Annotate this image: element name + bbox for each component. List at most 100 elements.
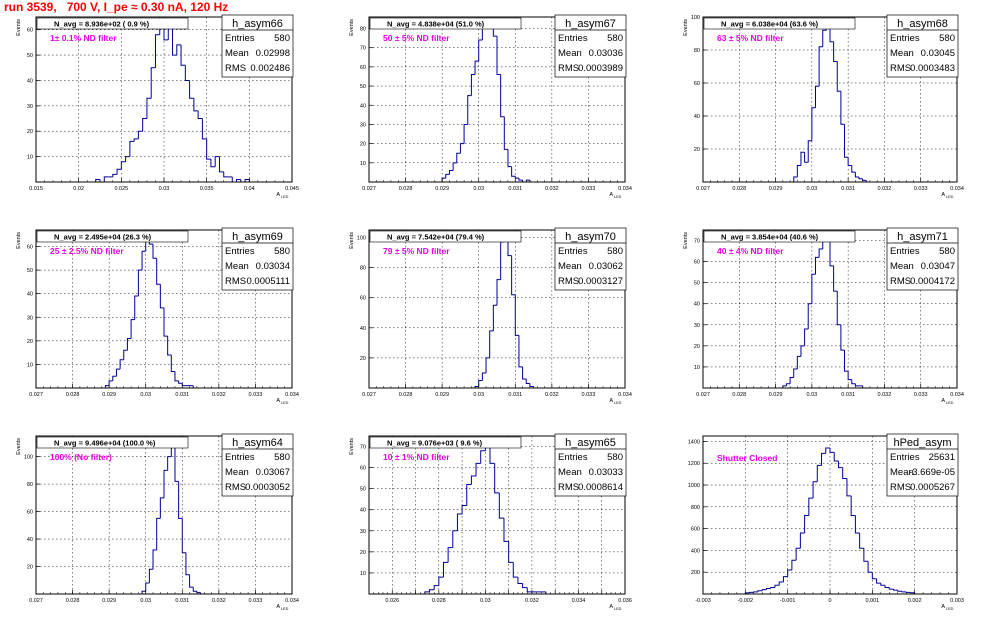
histogram-bin [844, 350, 849, 372]
x-axis-title-subscript: LED [281, 401, 289, 405]
histogram-bin [851, 379, 856, 385]
x-tick-label: 0.02 [73, 186, 84, 192]
x-tick-label: 0.032 [212, 392, 226, 398]
histogram-bin [141, 590, 146, 594]
y-tick-label: 30 [360, 529, 366, 535]
histogram-bin [167, 456, 172, 471]
stats-entries-label: Entries [225, 33, 255, 44]
y-tick-label: 10 [694, 365, 700, 371]
histogram-bin [517, 577, 523, 584]
x-tick-label: 0.034 [618, 392, 632, 398]
x-tick-label: 0.002 [908, 598, 922, 604]
navg-box: N_avg = 3.854e+04 (40.6 %) [703, 230, 856, 243]
histogram-bin [120, 161, 126, 170]
navg-box-frame [703, 230, 856, 243]
y-tick-label: 60 [360, 466, 366, 472]
x-tick-label: 0.026 [385, 598, 399, 604]
y-tick-label: 50 [694, 281, 700, 287]
y-tick-label: 30 [360, 122, 366, 128]
histogram-name: h_asym69 [232, 231, 283, 243]
histogram-bin [475, 462, 481, 477]
navg-text: N_avg = 3.854e+04 (40.6 %) [721, 233, 819, 242]
plot-frame [35, 435, 293, 595]
x-tick-label: 0.03 [480, 598, 491, 604]
y-tick-label: 1200 [688, 461, 700, 467]
histogram-bin [804, 515, 809, 533]
y-axis-title: Events [683, 19, 689, 36]
histogram-bin [867, 561, 873, 573]
x-axis-title-subscript: LED [281, 607, 289, 611]
x-tick-label: 0.032 [878, 392, 892, 398]
histogram-panel-h_asym67: 0.027 0.028 0.029 0.03 0.031 0.032 0.033 0.034 1… [349, 14, 632, 199]
histogram-bin [854, 515, 860, 534]
histogram-bin [456, 513, 463, 531]
histogram-name: h_asym70 [565, 231, 616, 243]
filter-annotation: 100% (No filter) [50, 452, 112, 462]
stats-entries-label: Entries [558, 452, 588, 463]
stats-mean-label: Mean [558, 48, 582, 59]
plot-frame [702, 229, 958, 389]
histogram-bin [481, 372, 487, 381]
histogram-bin [766, 588, 771, 590]
histogram-bin [847, 371, 852, 381]
y-tick-label: 100 [24, 455, 33, 461]
stats-box-frame [221, 14, 294, 78]
histogram-bin [858, 177, 863, 180]
x-axis-title-subscript: LED [281, 195, 289, 199]
stats-entries-label: Entries [890, 452, 920, 463]
histogram-bin [172, 24, 177, 56]
stats-box: h_asym66 Entries 580 Mean 0.02998 RMS 0.002486 [221, 14, 294, 78]
histogram-bin [796, 165, 801, 178]
y-tick-label: 40 [694, 302, 700, 308]
y-tick-label: 50 [27, 53, 33, 59]
histogram-name: h_asym66 [232, 18, 283, 30]
x-tick-label: 0.031 [175, 598, 189, 604]
histogram-bin [814, 256, 820, 275]
navg-box-frame [36, 436, 189, 449]
histogram-bin [897, 590, 902, 592]
histogram-bin [507, 149, 512, 168]
histogram-bin [441, 177, 446, 182]
navg-text: N_avg = 4.838e+04 (51.0 %) [387, 20, 485, 29]
stats-mean-value: 0.03045 [921, 48, 955, 59]
histogram-bin [478, 379, 483, 387]
navg-box-frame [369, 17, 522, 30]
y-tick-label: 40 [27, 78, 33, 84]
histogram-bin [503, 518, 509, 542]
histogram-bin [816, 464, 822, 482]
histogram-bin [480, 450, 486, 464]
histogram-bin [429, 589, 435, 592]
x-tick-label: 0.033 [249, 392, 263, 398]
navg-box: N_avg = 9.496e+04 (100.0 %) [36, 436, 189, 449]
histogram-bin [884, 585, 890, 588]
y-tick-label: 600 [691, 527, 700, 533]
y-tick-label: 60 [694, 81, 700, 87]
histogram-bin [871, 572, 877, 580]
histogram-bin [184, 65, 190, 81]
stats-box-frame [886, 227, 959, 291]
stats-entries-value: 580 [274, 246, 290, 257]
histogram-bin [123, 349, 128, 360]
histogram-bin [185, 552, 190, 576]
histogram-bin [146, 97, 152, 119]
x-tick-label: 0.028 [399, 186, 413, 192]
x-tick-label: 0.034 [618, 186, 632, 192]
histogram-bin [859, 532, 864, 549]
stats-box-frame [554, 14, 627, 78]
x-tick-label: 0.03 [473, 392, 484, 398]
y-tick-label: 20 [360, 550, 366, 556]
plot-frame [368, 435, 626, 595]
histogram-bin [526, 587, 532, 593]
x-tick-label: 0.027 [362, 186, 376, 192]
histogram-bin [448, 169, 454, 175]
x-axis-title-subscript: LED [946, 607, 954, 611]
stats-mean-value: 0.03033 [589, 467, 623, 478]
x-tick-label: 0.031 [175, 392, 189, 398]
stats-mean-label: Mean [558, 261, 582, 272]
histogram-bin [508, 541, 514, 563]
stats-mean-value: 0.03067 [256, 467, 290, 478]
stats-box-frame [886, 14, 959, 78]
histogram-bin [829, 236, 834, 267]
histogram-panel-h_asym71: 0.027 0.028 0.029 0.03 0.031 0.032 0.033 0.034 1… [683, 227, 964, 405]
stats-mean-label: Mean [890, 48, 914, 59]
